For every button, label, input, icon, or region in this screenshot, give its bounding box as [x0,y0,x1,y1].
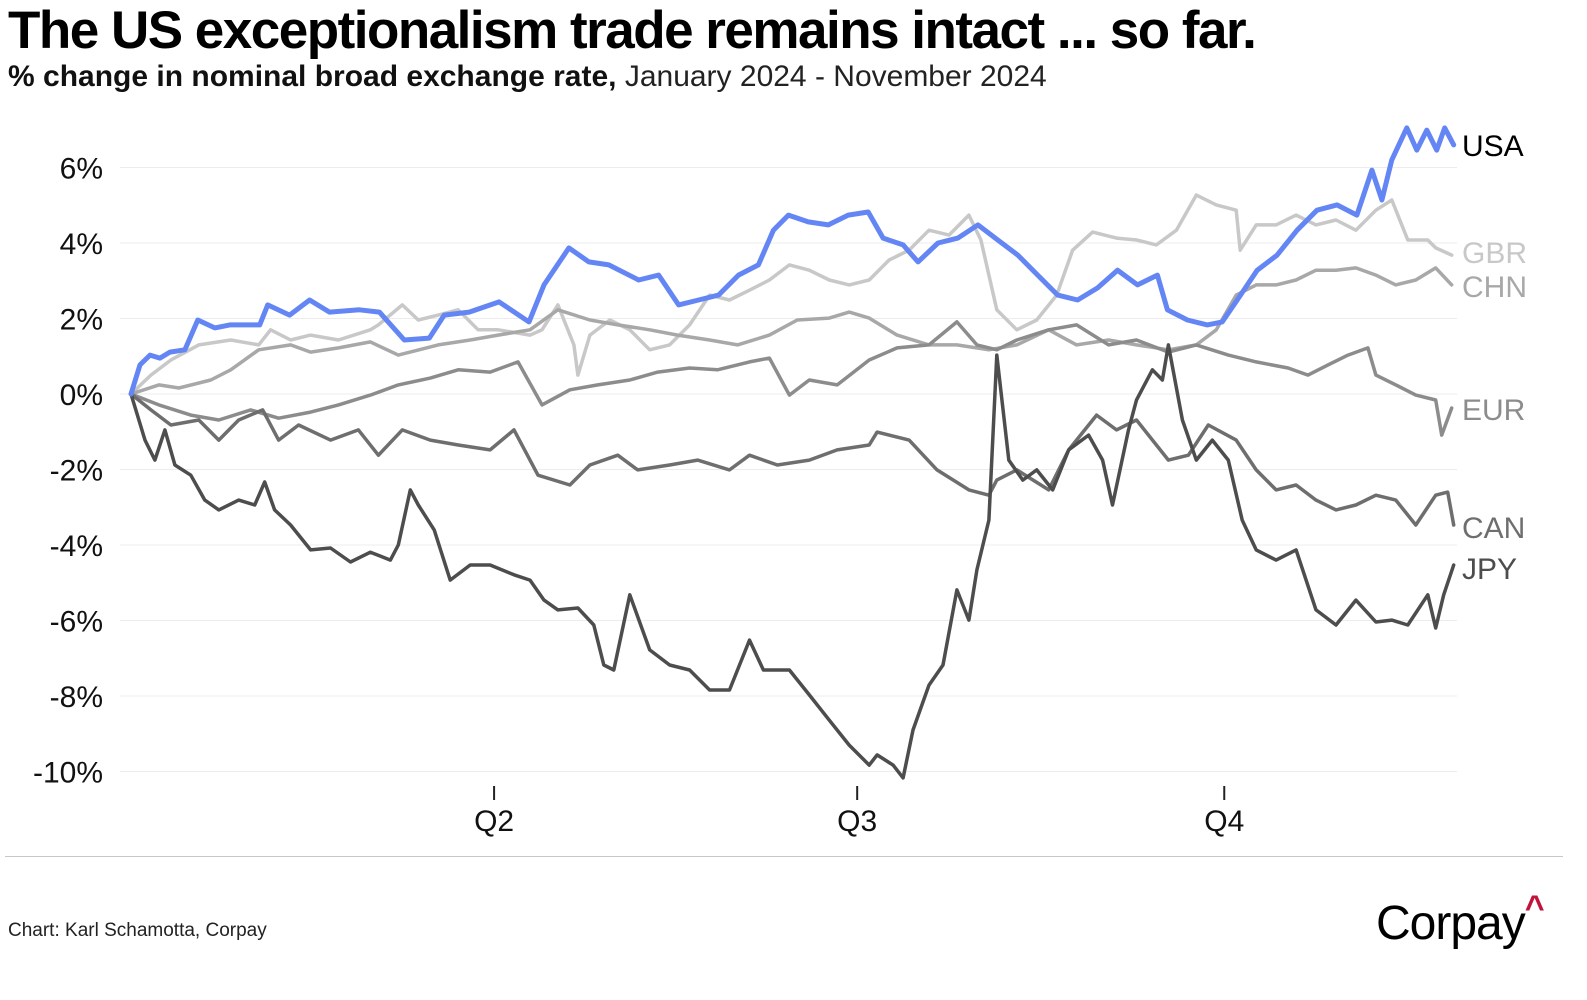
series-line-usa [128,125,1457,397]
series-line-can [129,392,1456,527]
x-tick-label: Q3 [837,805,877,838]
y-tick-label: -4% [50,530,103,563]
subtitle-period: January 2024 - November 2024 [616,60,1047,93]
y-tick-label: -2% [50,455,103,488]
subtitle-measure: % change in nominal broad exchange rate, [8,60,617,93]
series-label-can: CAN [1462,512,1525,545]
series-line-chn [129,266,1454,396]
corpay-logo: Corpay^ [1376,889,1545,951]
footer-divider [5,856,1563,857]
series-label-usa: USA [1462,130,1524,163]
series-line-eur [129,320,1454,437]
chart-title: The US exceptionalism trade remains inta… [8,1,1257,60]
x-tick-label: Q4 [1204,805,1244,838]
series-line-gbr [129,193,1454,396]
x-tick-label: Q2 [474,805,514,838]
y-tick-label: -10% [33,757,103,790]
y-tick-label: -6% [50,606,103,639]
logo-text: Corpay [1376,897,1526,950]
y-tick-label: 4% [60,228,103,261]
y-tick-label: -8% [50,681,103,714]
logo-caret-icon: ^ [1524,889,1545,927]
series-label-jpy: JPY [1462,553,1517,586]
series-label-gbr: GBR [1462,237,1527,270]
series-label-eur: EUR [1462,394,1525,427]
chart-subtitle: % change in nominal broad exchange rate,… [8,60,1047,94]
y-tick-label: 0% [60,379,103,412]
series-label-chn: CHN [1462,271,1527,304]
y-tick-label: 2% [60,304,103,337]
series-line-jpy [129,343,1456,780]
chart-source: Chart: Karl Schamotta, Corpay [8,920,267,941]
y-tick-label: 6% [60,153,103,186]
